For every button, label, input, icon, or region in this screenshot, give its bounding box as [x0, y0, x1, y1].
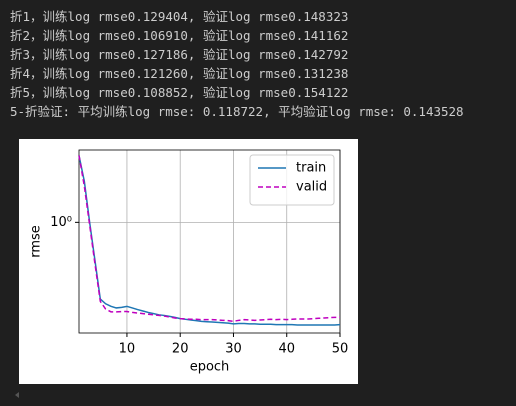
x-tick-label: 10: [119, 342, 136, 357]
output-line: 折3，训练log rmse0.127186, 验证log rmse0.14279…: [10, 47, 349, 62]
y-axis-label: rmse: [29, 225, 44, 258]
output-line: 折1，训练log rmse0.129404, 验证log rmse0.14832…: [10, 9, 349, 24]
x-tick-label: 20: [172, 342, 189, 357]
output-line: 折4，训练log rmse0.121260, 验证log rmse0.13123…: [10, 66, 349, 81]
scroll-arrow: [15, 392, 19, 398]
output-line: 折2，训练log rmse0.106910, 验证log rmse0.14116…: [10, 28, 349, 43]
output-line: 5-折验证: 平均训练log rmse: 0.118722, 平均验证log r…: [10, 104, 464, 119]
legend-label: valid: [296, 180, 327, 195]
x-tick-label: 30: [225, 342, 242, 357]
cell-output: 折1，训练log rmse0.129404, 验证log rmse0.14832…: [10, 7, 464, 121]
plot-frame: [78, 149, 341, 334]
legend-label: train: [296, 161, 326, 176]
series-line: [78, 155, 341, 326]
x-tick-label: 40: [278, 342, 295, 357]
x-tick-label: 50: [332, 342, 349, 357]
x-axis-label: epoch: [190, 360, 230, 375]
output-line: 折5，训练log rmse0.108852, 验证log rmse0.15412…: [10, 85, 349, 100]
y-tick-label: 10⁰: [50, 215, 72, 230]
